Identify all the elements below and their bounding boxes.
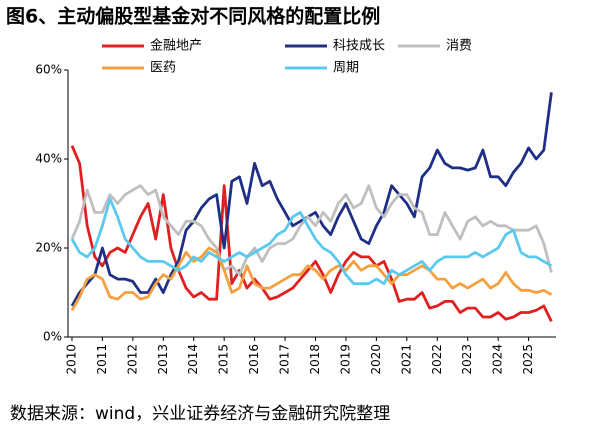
series-line	[70, 184, 553, 277]
x-tick-label: 2015	[217, 344, 231, 375]
x-tick-label: 2024	[491, 344, 505, 375]
legend-label: 医药	[150, 61, 176, 76]
x-tick-label: 2023	[460, 344, 474, 375]
series-line	[70, 246, 553, 311]
x-tick-label: 2014	[186, 344, 200, 375]
legend-label: 科技成长	[333, 39, 385, 54]
y-tick-label: 20%	[35, 241, 62, 255]
x-tick-label: 2010	[64, 344, 78, 375]
legend-label: 金融地产	[150, 38, 202, 54]
x-tick-label: 2018	[308, 344, 322, 375]
x-tick-label: 2017	[278, 344, 292, 375]
x-tick-label: 2013	[156, 344, 170, 375]
source: 数据来源：wind，兴业证券经济与金融研究院整理	[10, 404, 390, 424]
x-tick-label: 2021	[399, 344, 413, 375]
series-line	[70, 92, 553, 307]
y-tick-label: 60%	[35, 63, 62, 77]
legend-label: 周期	[333, 61, 359, 76]
x-tick-label: 2012	[125, 344, 139, 375]
x-tick-label: 2019	[338, 344, 352, 375]
x-tick-label: 2025	[521, 344, 535, 375]
y-tick-label: 0%	[43, 330, 62, 344]
x-tick-label: 2011	[95, 344, 109, 375]
series-line	[70, 197, 553, 285]
x-tick-label: 2016	[247, 344, 261, 375]
x-tick-label: 2020	[369, 344, 383, 375]
chart-title: 图6、主动偏股型基金对不同风格的配置比例	[6, 5, 380, 28]
y-tick-label: 40%	[35, 152, 62, 166]
legend-label: 消费	[446, 39, 472, 54]
series-line	[70, 145, 553, 323]
x-tick-label: 2022	[430, 344, 444, 375]
